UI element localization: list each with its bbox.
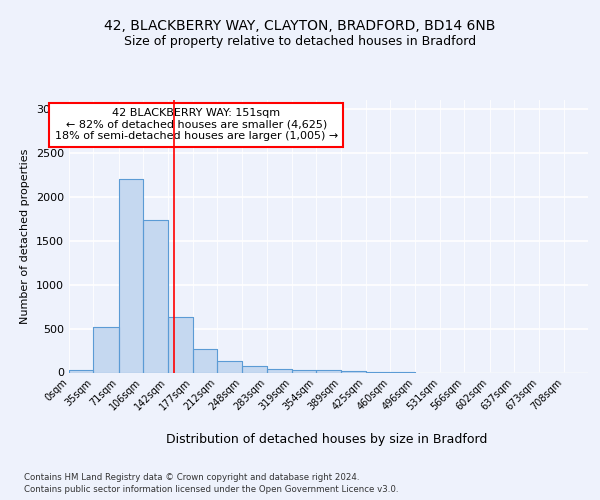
Text: Distribution of detached houses by size in Bradford: Distribution of detached houses by size …: [166, 432, 488, 446]
Y-axis label: Number of detached properties: Number of detached properties: [20, 148, 31, 324]
Text: 42, BLACKBERRY WAY, CLAYTON, BRADFORD, BD14 6NB: 42, BLACKBERRY WAY, CLAYTON, BRADFORD, B…: [104, 18, 496, 32]
Text: Contains public sector information licensed under the Open Government Licence v3: Contains public sector information licen…: [24, 485, 398, 494]
Text: Size of property relative to detached houses in Bradford: Size of property relative to detached ho…: [124, 34, 476, 48]
Text: 42 BLACKBERRY WAY: 151sqm
← 82% of detached houses are smaller (4,625)
18% of se: 42 BLACKBERRY WAY: 151sqm ← 82% of detac…: [55, 108, 338, 142]
Text: Contains HM Land Registry data © Crown copyright and database right 2024.: Contains HM Land Registry data © Crown c…: [24, 472, 359, 482]
